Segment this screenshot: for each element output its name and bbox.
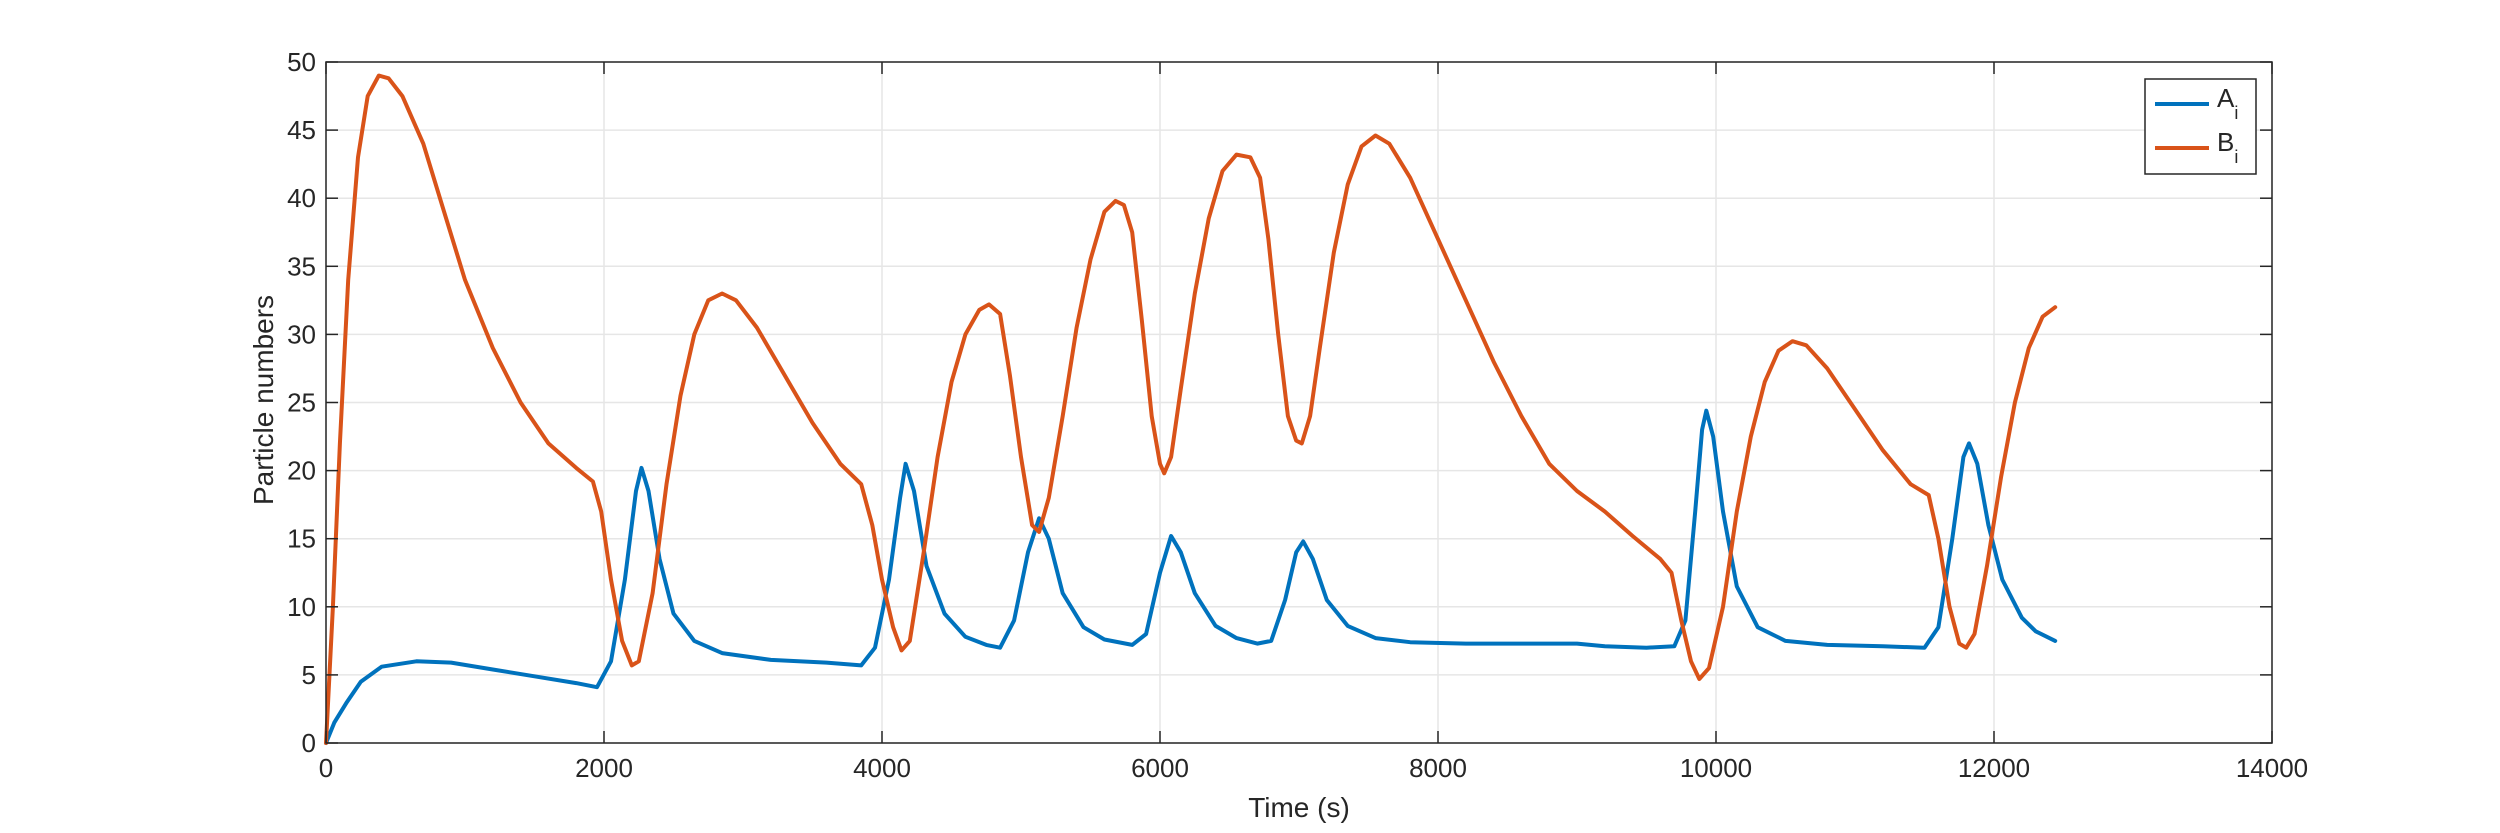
legend-subscript: i [2234,103,2238,123]
x-tick-label: 8000 [1409,753,1467,783]
x-tick-label: 10000 [1680,753,1752,783]
x-tick-label: 0 [319,753,333,783]
y-tick-label: 15 [287,524,316,554]
y-tick-label: 40 [287,183,316,213]
series-lines [324,73,2058,745]
y-tick-label: 20 [287,456,316,486]
x-tick-label: 12000 [1958,753,2030,783]
y-tick-label: 45 [287,115,316,145]
series-line-b [324,73,2058,745]
legend-box [2144,78,2257,175]
y-tick-label: 25 [287,388,316,418]
y-tick-label: 0 [302,728,316,758]
y-tick-label: 10 [287,592,316,622]
y-tick-label: 35 [287,251,316,281]
x-tick-label: 4000 [853,753,911,783]
y-tick-label: 50 [287,47,316,77]
x-axis-label: Time (s) [1248,792,1350,823]
legend-subscript: i [2234,147,2238,167]
series-line-a [324,408,2058,745]
axes [325,61,2273,744]
x-tick-label: 2000 [575,753,633,783]
y-tick-label: 30 [287,319,316,349]
x-tick-label: 6000 [1131,753,1189,783]
tick-labels: 0 2000 4000 6000 8000 10000 12000 14000 0 5 10 15 20… [287,47,2308,783]
y-axis-label: Particle numbers [248,295,279,505]
x-tick-label: 14000 [2236,753,2308,783]
y-tick-label: 5 [302,660,316,690]
grid [325,61,2273,744]
